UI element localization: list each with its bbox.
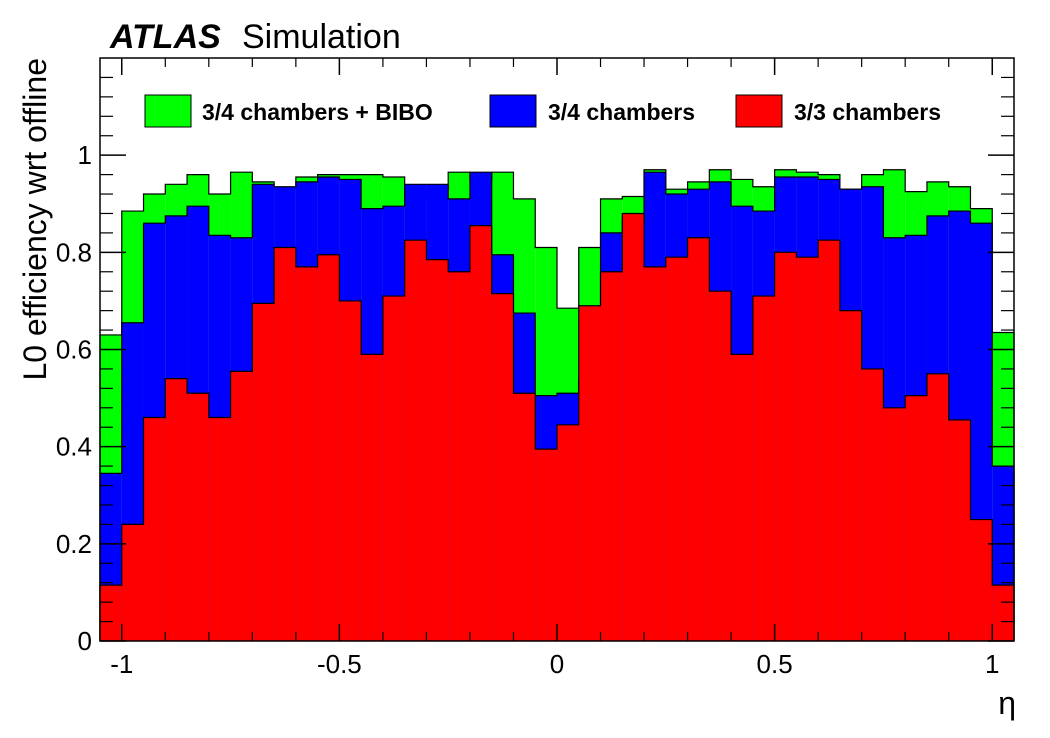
bar-series-2-bin-15 [426,259,449,641]
bar-series-2-bin-31 [774,252,797,642]
bar-series-2-bin-9 [295,266,318,641]
bar-series-2-bin-26 [665,257,688,641]
bar-series-2-bin-8 [274,247,296,641]
bar-series-2-bin-20 [535,449,557,641]
bar-series-2-bin-14 [404,240,427,641]
bar-series-2-bin-19 [513,393,536,641]
bar-series-2-bin-29 [731,354,753,641]
bar-series-2-bin-13 [382,296,405,641]
bar-series-2-bin-0 [100,585,122,641]
bar-series-2-bin-34 [839,310,862,641]
bar-series-2-bin-7 [252,303,275,641]
bar-series-2-bin-30 [752,296,775,641]
outline-series-2 [99,212,1015,641]
bar-series-2-bin-1 [121,524,144,641]
bar-series-2-bin-36 [883,407,906,641]
bar-series-2-bin-25 [644,266,666,641]
legend-label-34: 3/4 chambers [548,99,695,125]
y-tick-label: 0.4 [56,432,92,462]
histogram-bars [99,169,1015,642]
bar-series-2-bin-17 [469,225,492,642]
x-tick-label: -1 [110,649,133,679]
bar-series-2-bin-35 [861,368,884,641]
x-tick-label: -0.5 [317,649,362,679]
outline-series-0 [99,169,1015,641]
y-axis-label: L0 efficiency wrt offline [17,58,53,381]
bar-series-2-bin-38 [926,373,949,641]
legend-label-33: 3/3 chambers [794,99,941,125]
legend-swatch-bibo [144,94,192,128]
y-tick-label: 0.6 [56,335,92,365]
bar-series-2-bin-4 [187,393,209,641]
bar-series-2-bin-28 [709,291,732,641]
bar-series-2-bin-11 [339,300,362,641]
x-tick-label: 1 [985,649,999,679]
bar-series-2-bin-16 [448,271,470,641]
y-tick-label: 0.2 [56,529,92,559]
legend-swatch-34 [489,94,537,128]
bar-series-2-bin-40 [970,519,993,641]
bar-series-2-bin-3 [165,378,188,641]
axis-ticks [100,58,1014,642]
legend-label-bibo: 3/4 chambers + BIBO [202,99,433,125]
series-2 [99,212,1015,642]
legend: 3/4 chambers + BIBO 3/4 chambers 3/3 cha… [144,94,941,128]
bar-series-2-bin-37 [905,395,927,641]
experiment-tag: Simulation [242,18,401,56]
bar-series-2-bin-32 [796,257,819,641]
bar-series-2-bin-18 [491,293,514,641]
bar-series-2-bin-23 [600,271,623,641]
bar-series-2-bin-24 [622,213,645,641]
bar-series-2-bin-39 [948,419,971,641]
legend-swatch-33 [735,94,783,128]
x-tick-label: 0 [550,649,564,679]
bar-series-2-bin-5 [208,417,231,641]
bar-series-2-bin-21 [557,424,579,641]
bar-series-2-bin-2 [143,417,166,641]
bar-series-2-bin-27 [687,237,710,641]
bar-series-2-bin-6 [230,371,253,641]
bar-series-2-bin-22 [578,305,601,641]
y-tick-label: 1 [78,140,92,170]
x-tick-label: 0.5 [757,649,793,679]
experiment-label: ATLAS [109,18,221,56]
bar-series-2-bin-10 [317,254,340,641]
bar-series-2-bin-12 [361,354,383,641]
x-axis-label: η [998,685,1016,721]
y-tick-label: 0.8 [56,237,92,267]
axis-tick-labels: -1 -0.5 0 0.5 1 0 0.2 0.4 0.6 0.8 1 [56,140,1000,679]
y-tick-label: 0 [78,626,92,656]
bar-series-2-bin-33 [818,240,840,641]
bar-series-2-bin-41 [992,585,1014,641]
outline-series-1 [99,171,1015,641]
